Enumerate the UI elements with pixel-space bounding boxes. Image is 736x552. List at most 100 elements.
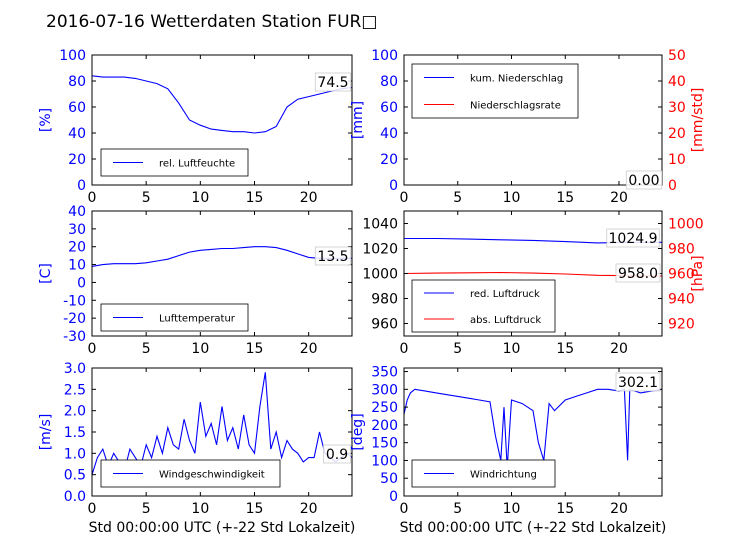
y-tick-label: 0 [77, 275, 86, 291]
y-tick-label: -30 [63, 329, 86, 345]
y-tick-label: 0 [389, 489, 398, 505]
x-tick-label: 10 [191, 190, 209, 206]
x-tick-label: 15 [246, 501, 264, 517]
y-tick-label: 3.0 [64, 361, 86, 377]
x-tick-label: 0 [88, 190, 97, 206]
y-tick-label: 20 [68, 240, 86, 256]
y-tick-label: 80 [380, 74, 398, 90]
legend-label: rel. Luftfeuchte [159, 159, 235, 170]
y-tick-label: 350 [371, 365, 398, 381]
chart-panel-2: 0 5 10 15 20 0 20 40 60 80 100 0 10 20 30 40 50 [mm] [mm/s… [350, 48, 706, 206]
y-tick-label: 1.0 [64, 446, 86, 462]
x-tick-label: 15 [556, 501, 574, 517]
y-tick-label: 0.0 [64, 489, 86, 505]
y-tick-label: 1020 [362, 242, 398, 258]
y-right-tick-label: 960 [668, 267, 695, 283]
y-tick-label: 2.0 [64, 404, 86, 420]
y-tick-label: 1040 [362, 217, 398, 233]
legend-label: Lufttemperatur [159, 314, 236, 325]
y-tick-label: -10 [63, 293, 86, 309]
y-right-tick-label: 40 [668, 74, 686, 90]
value-annotation-box [615, 372, 661, 392]
y-right-tick-label: 940 [668, 292, 695, 308]
legend-box [411, 279, 556, 333]
chart-panel-3: 0 5 10 15 20-30-20-10010203040[C]Lufttempera… [38, 204, 353, 357]
y-right-tick-label: 30 [668, 100, 686, 116]
value-annotation-box [323, 444, 351, 464]
x-tick-label: 15 [246, 190, 264, 206]
y-axis-label: [C] [38, 263, 54, 284]
y-tick-label: 60 [380, 100, 398, 116]
y-right-tick-label: 50 [668, 48, 686, 64]
y-tick-label: 50 [380, 471, 398, 487]
y-tick-label: 40 [68, 204, 86, 220]
value-annotation: 302.1 [618, 375, 658, 391]
x-tick-label: 5 [453, 501, 462, 517]
panel-frame [403, 54, 663, 186]
series-line-1 [404, 388, 662, 468]
x-tick-label: 20 [610, 501, 628, 517]
x-tick-label: 20 [300, 341, 318, 357]
y-right-tick-label: 20 [668, 126, 686, 142]
x-tick-label: 0 [88, 341, 97, 357]
x-tick-label: 5 [142, 501, 151, 517]
legend-box [411, 63, 579, 119]
x-tick-label: 0 [400, 501, 409, 517]
x-tick-label: 15 [556, 190, 574, 206]
x-tick-label: 5 [453, 341, 462, 357]
y-tick-label: -20 [63, 311, 86, 327]
x-tick-label: 0 [88, 501, 97, 517]
x-tick-label: 0 [400, 341, 409, 357]
value-annotation: 13.5 [317, 249, 348, 265]
y-tick-label: 300 [371, 382, 398, 398]
value-annotation-box [606, 228, 660, 248]
y-tick-label: 150 [371, 436, 398, 452]
y-tick-label: 40 [68, 126, 86, 142]
y-axis-label: [mm] [350, 101, 366, 139]
y-right-tick-label: 920 [668, 317, 695, 333]
y-tick-label: 100 [59, 48, 86, 64]
y-tick-label: 1.5 [64, 425, 86, 441]
legend-label: red. Luftdruck [470, 289, 540, 300]
y-right-axis-label: [hPa] [690, 255, 706, 291]
y-tick-label: 980 [371, 292, 398, 308]
y-right-tick-label: 1000 [668, 217, 704, 233]
x-tick-label: 10 [503, 501, 521, 517]
y-axis-label: [deg] [350, 413, 366, 450]
series-line-1 [92, 75, 352, 134]
x-tick-label: 5 [142, 190, 151, 206]
y-tick-label: 30 [68, 222, 86, 238]
y-tick-label: 100 [371, 453, 398, 469]
value-annotation-box [625, 170, 663, 190]
y-right-axis-label: [mm/std] [690, 88, 706, 153]
value-annotation: 74.5 [317, 75, 348, 91]
x-tick-label: 15 [556, 341, 574, 357]
x-tick-label: 20 [300, 501, 318, 517]
x-tick-label: 10 [191, 501, 209, 517]
panel-frame [91, 54, 353, 186]
value-annotation-box [314, 246, 352, 266]
panel-frame [91, 210, 353, 337]
x-tick-label: 15 [246, 341, 264, 357]
y-tick-label: 1000 [362, 267, 398, 283]
value-annotation: 0.9 [326, 447, 348, 463]
x-axis-label: Std 00:00:00 UTC (+-22 Std Lokalzeit) [89, 520, 356, 536]
y-tick-label: 0 [77, 178, 86, 194]
chart-panel-1: 0 5 10 15 20 0 20 40 60 80 100 [%] rel. Luftfeuchte 7… [38, 48, 353, 206]
y-tick-label: 2.5 [64, 382, 86, 398]
legend-label: Windrichtung [470, 470, 537, 481]
value-annotation-box [314, 72, 352, 92]
y-tick-label: 10 [68, 258, 86, 274]
series-line-1 [92, 372, 352, 475]
x-tick-label: 10 [503, 341, 521, 357]
y-right-tick-label: 10 [668, 152, 686, 168]
legend-label: Windgeschwindigkeit [159, 470, 265, 481]
chart-panel-4: 0 5 10 15 20 960 980 1000 1020 1040 920 940 960 980 10… [362, 210, 706, 357]
x-tick-label: 10 [191, 341, 209, 357]
y-axis-label: [%] [38, 108, 54, 132]
y-tick-label: 0.5 [64, 468, 86, 484]
x-tick-label: 5 [142, 341, 151, 357]
y-right-tick-label: 980 [668, 242, 695, 258]
y-tick-label: 20 [68, 152, 86, 168]
